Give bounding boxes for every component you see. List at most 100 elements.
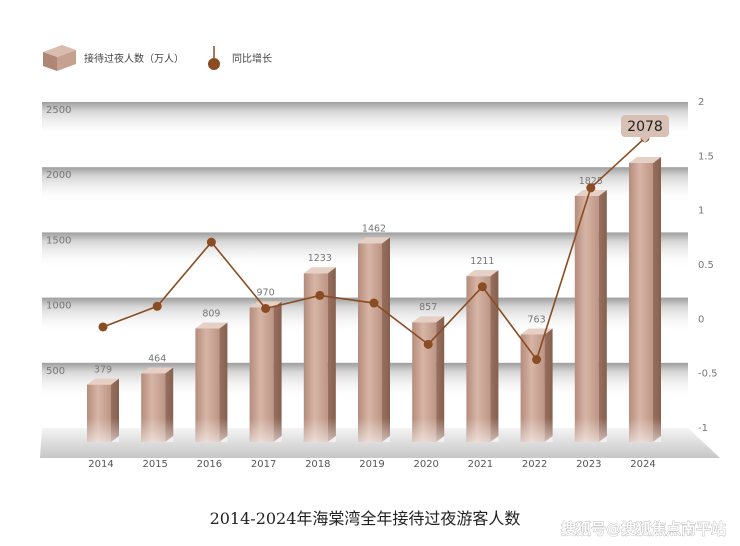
x-tick-label: 2017	[251, 459, 276, 470]
x-axis-ticks: 2014 2015 2016 2017 2018 2019 2020 2021 2022 2023…	[88, 459, 655, 470]
x-tick-label: 2020	[413, 459, 438, 470]
bar-side	[598, 190, 607, 442]
bar-front	[466, 276, 491, 442]
x-tick-label: 2018	[305, 459, 330, 470]
bar	[466, 270, 499, 442]
left-axis-ticks: 500 1000 1500 2000 2500	[46, 105, 71, 377]
bar	[87, 378, 119, 442]
bar-side	[382, 237, 390, 442]
bar-base-fade	[195, 418, 228, 442]
right-axis-ticks: 2 1.5 1 0.5 0 -0.5 -1	[698, 97, 718, 434]
bar-front	[195, 328, 220, 442]
legend-line-icon	[208, 46, 220, 70]
bar-side	[436, 316, 445, 442]
bar	[249, 301, 282, 442]
bar-base-fade	[303, 418, 336, 442]
bar-value-label: 1825	[579, 176, 603, 187]
x-tick-label: 2016	[197, 459, 222, 470]
x-tick-label: 2022	[522, 459, 547, 470]
legend-bar-label: 接待过夜人数（万人）	[84, 52, 184, 65]
bar-base-fade	[87, 418, 119, 442]
bar-front	[249, 307, 274, 442]
highlight-callout: 2078	[621, 115, 669, 144]
left-tick-label: 500	[46, 366, 65, 377]
callout-pointer	[640, 137, 650, 144]
growth-point	[98, 322, 108, 332]
bar-base-fade	[358, 418, 390, 442]
growth-point	[369, 298, 379, 308]
bar-front	[574, 196, 599, 442]
bar-top	[141, 367, 174, 374]
growth-point	[477, 282, 487, 292]
bar-base-fade	[412, 418, 445, 442]
left-tick-label: 2500	[46, 105, 71, 116]
legend: 接待过夜人数（万人） 同比增长	[43, 45, 272, 71]
right-tick-label: 2	[698, 97, 704, 108]
bar-value-label: 464	[148, 353, 166, 364]
bar-value-label: 970	[257, 288, 275, 299]
x-tick-label: 2021	[468, 459, 493, 470]
bar-side	[273, 301, 282, 442]
x-tick-label: 2019	[359, 459, 384, 470]
bar	[629, 157, 661, 442]
growth-point	[586, 183, 596, 193]
bar-front	[629, 163, 653, 442]
right-tick-label: -0.5	[698, 369, 718, 380]
x-tick-label: 2024	[630, 459, 655, 470]
bar-top	[466, 270, 499, 277]
bar-base-fade	[466, 418, 499, 442]
bar-base-fade	[629, 418, 661, 442]
plot-band	[42, 102, 688, 138]
callout-box	[621, 115, 669, 138]
bar-top	[195, 322, 228, 329]
bar-base-fade	[141, 418, 174, 442]
growth-point	[315, 290, 325, 300]
bar-value-label: 763	[528, 315, 546, 326]
bar	[141, 367, 174, 442]
bar-top	[303, 267, 336, 274]
bar-side	[219, 322, 228, 442]
bar-top	[629, 157, 661, 164]
bar-base-fade	[249, 418, 282, 442]
bar-front	[358, 243, 382, 442]
right-tick-label: 0	[698, 314, 704, 325]
bar-base-fade	[520, 418, 553, 442]
bar-top	[87, 378, 119, 385]
legend-line-label: 同比增长	[232, 52, 272, 65]
growth-point	[261, 303, 271, 313]
right-tick-label: 1	[698, 206, 704, 217]
bar-value-label: 379	[94, 365, 112, 376]
callout-value: 2078	[627, 119, 663, 135]
bar	[195, 322, 228, 442]
bar	[303, 267, 336, 442]
legend-bar-icon	[43, 45, 76, 71]
bar-side	[544, 328, 553, 442]
bar-value-label: 1233	[308, 253, 332, 264]
growth-point	[152, 301, 162, 311]
bar-front	[303, 273, 328, 442]
bar-value-label: 857	[419, 302, 437, 313]
bar-value-label: 809	[202, 309, 220, 320]
bar-base-fade	[574, 418, 607, 442]
bar-value-label: 1211	[470, 256, 494, 267]
bar	[412, 316, 445, 442]
chart-title: 2014-2024年海棠湾全年接待过夜游客人数	[210, 509, 521, 528]
right-tick-label: 1.5	[698, 151, 714, 162]
left-tick-label: 1500	[46, 235, 71, 246]
bar-top	[574, 190, 607, 197]
growth-point	[423, 339, 433, 349]
x-tick-label: 2023	[576, 459, 601, 470]
bar-side	[653, 157, 661, 442]
bar-side	[490, 270, 499, 442]
bar-front	[412, 322, 437, 442]
bar-value-labels: 379 464 809 970 1233 1462 857 1211 763 1825	[94, 176, 603, 376]
bar-series	[87, 157, 661, 442]
right-tick-label: -1	[698, 423, 708, 434]
x-tick-label: 2015	[142, 459, 167, 470]
growth-point	[206, 237, 216, 247]
watermark-text: 搜狐号@搜狐焦点南平站	[561, 520, 726, 538]
right-tick-label: 0.5	[698, 260, 714, 271]
bar-side	[327, 267, 336, 442]
growth-point	[532, 355, 542, 365]
